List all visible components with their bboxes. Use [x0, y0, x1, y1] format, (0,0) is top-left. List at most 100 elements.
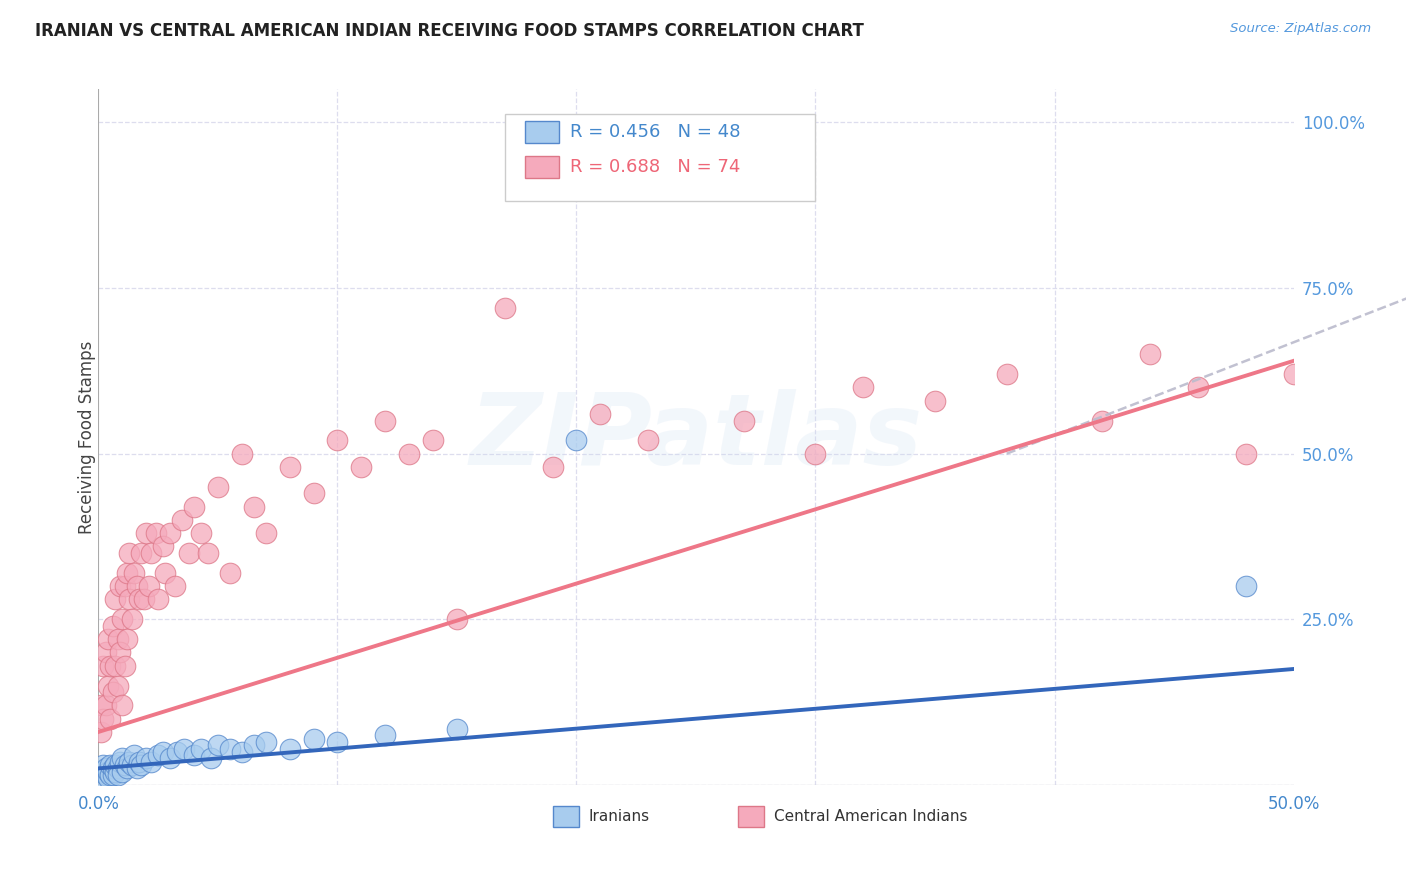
- Point: [107, 632, 129, 647]
- Bar: [524, 121, 558, 144]
- Point: [124, 566, 146, 580]
- Point: [128, 592, 150, 607]
- Point: [254, 735, 277, 749]
- Point: [124, 748, 146, 763]
- Point: [183, 500, 205, 514]
- Point: [111, 698, 134, 713]
- Point: [159, 751, 181, 765]
- Point: [219, 741, 242, 756]
- Point: [101, 761, 124, 775]
- Point: [104, 658, 127, 673]
- Point: [97, 632, 120, 647]
- Point: [131, 546, 153, 560]
- Point: [207, 480, 229, 494]
- Text: Source: ZipAtlas.com: Source: ZipAtlas.com: [1230, 22, 1371, 36]
- Point: [422, 434, 444, 448]
- Point: [219, 566, 242, 580]
- Point: [118, 755, 141, 769]
- Point: [446, 612, 468, 626]
- Point: [135, 526, 157, 541]
- Point: [326, 735, 349, 749]
- Point: [115, 761, 138, 775]
- Point: [565, 434, 588, 448]
- Point: [101, 619, 124, 633]
- Point: [190, 741, 212, 756]
- Point: [139, 755, 162, 769]
- Point: [179, 546, 201, 560]
- Point: [101, 685, 124, 699]
- Point: [98, 768, 122, 782]
- Point: [541, 459, 564, 474]
- Point: [121, 612, 143, 626]
- Point: [98, 758, 122, 772]
- Point: [125, 761, 148, 775]
- Point: [172, 513, 194, 527]
- Point: [125, 579, 148, 593]
- Point: [94, 761, 117, 775]
- Text: Central American Indians: Central American Indians: [773, 809, 967, 824]
- Point: [97, 679, 120, 693]
- Point: [231, 745, 253, 759]
- Point: [121, 758, 143, 772]
- Point: [231, 447, 253, 461]
- Point: [190, 526, 212, 541]
- Point: [200, 751, 222, 765]
- Point: [1091, 413, 1114, 427]
- Point: [159, 526, 181, 541]
- Text: R = 0.688   N = 74: R = 0.688 N = 74: [571, 158, 741, 176]
- Point: [637, 434, 659, 448]
- Text: ZIPatlas: ZIPatlas: [470, 389, 922, 485]
- Point: [254, 526, 277, 541]
- Point: [111, 764, 134, 779]
- Point: [90, 764, 112, 779]
- Point: [852, 380, 875, 394]
- Point: [804, 447, 827, 461]
- Point: [114, 758, 136, 772]
- Point: [374, 728, 396, 742]
- Point: [131, 758, 153, 772]
- Point: [243, 738, 266, 752]
- Point: [173, 741, 195, 756]
- Point: [207, 738, 229, 752]
- Point: [924, 393, 946, 408]
- Point: [155, 566, 177, 580]
- Point: [108, 579, 131, 593]
- Point: [374, 413, 396, 427]
- Point: [139, 546, 162, 560]
- Point: [98, 658, 122, 673]
- Point: [243, 500, 266, 514]
- Point: [302, 731, 325, 746]
- Point: [446, 722, 468, 736]
- Point: [107, 761, 129, 775]
- Point: [111, 612, 134, 626]
- Point: [589, 407, 612, 421]
- Point: [138, 579, 160, 593]
- Point: [278, 741, 301, 756]
- Bar: [738, 805, 763, 827]
- Text: Iranians: Iranians: [589, 809, 650, 824]
- Point: [132, 592, 155, 607]
- Point: [183, 748, 205, 763]
- Point: [90, 698, 112, 713]
- Point: [995, 367, 1018, 381]
- Point: [108, 645, 131, 659]
- Point: [94, 698, 117, 713]
- Point: [1234, 447, 1257, 461]
- Bar: [553, 805, 579, 827]
- Point: [118, 592, 141, 607]
- Point: [398, 447, 420, 461]
- Point: [94, 768, 117, 782]
- Point: [197, 546, 219, 560]
- Point: [98, 712, 122, 726]
- Point: [91, 712, 114, 726]
- Point: [91, 772, 114, 786]
- Point: [91, 758, 114, 772]
- Point: [128, 755, 150, 769]
- Point: [94, 645, 117, 659]
- Point: [302, 486, 325, 500]
- Point: [114, 579, 136, 593]
- Point: [97, 772, 120, 786]
- Point: [152, 745, 174, 759]
- Text: R = 0.456   N = 48: R = 0.456 N = 48: [571, 123, 741, 141]
- Point: [1234, 579, 1257, 593]
